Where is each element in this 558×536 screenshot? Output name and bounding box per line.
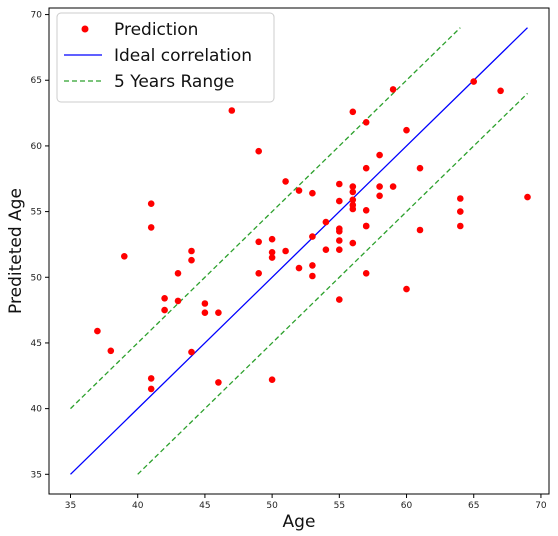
legend-prediction-marker (81, 25, 89, 33)
range-line-2 (70, 27, 461, 410)
prediction-point (403, 285, 410, 293)
prediction-point (470, 78, 478, 85)
prediction-point (121, 252, 128, 260)
prediction-point (147, 224, 155, 231)
prediction-point (161, 306, 168, 314)
prediction-point (376, 151, 383, 159)
x-tick-label: 70 (535, 501, 547, 511)
x-axis-title: Age (283, 512, 316, 532)
prediction-point (457, 208, 464, 215)
ideal-correlation-line (70, 27, 528, 475)
prediction-point (336, 246, 343, 253)
x-tick-label: 40 (132, 501, 144, 511)
prediction-point (309, 262, 316, 269)
prediction-point (376, 192, 383, 200)
prediction-point (268, 235, 276, 243)
prediction-point (107, 347, 115, 355)
prediction-point (147, 385, 155, 393)
prediction-point (416, 164, 424, 172)
prediction-point (174, 270, 182, 277)
prediction-point (336, 237, 343, 244)
prediction-point (349, 183, 357, 190)
y-tick-label: 35 (31, 470, 42, 480)
prediction-point (188, 247, 195, 255)
prediction-point (362, 164, 370, 172)
prediction-point (376, 183, 383, 190)
legend: Prediction Ideal correlation 5 Years Ran… (56, 12, 275, 103)
prediction-point (336, 180, 343, 188)
legend-range-label: 5 Years Range (114, 72, 234, 92)
y-tick-label: 60 (31, 142, 43, 152)
prediction-point (336, 296, 343, 303)
prediction-point (389, 86, 397, 93)
reference-lines-layer (70, 27, 528, 475)
prediction-point (309, 272, 316, 280)
prediction-point (161, 295, 168, 302)
prediction-point (255, 270, 262, 277)
prediction-point (349, 188, 357, 196)
prediction-point (336, 197, 343, 205)
prediction-point (362, 222, 370, 230)
prediction-point (322, 218, 330, 226)
y-tick-label: 65 (31, 76, 42, 86)
prediction-point (147, 375, 155, 382)
axis-ticks-layer: 35 40 45 50 55 60 65 70 35 40 45 50 55 60 65 70 (31, 11, 547, 511)
x-tick-label: 45 (199, 501, 210, 511)
prediction-point (215, 379, 222, 386)
prediction-point (309, 233, 316, 240)
y-tick-label: 50 (31, 273, 43, 283)
x-tick-label: 55 (334, 501, 345, 511)
prediction-point (389, 183, 397, 190)
prediction-point (201, 309, 209, 317)
prediction-points-layer (94, 78, 531, 393)
prediction-point (416, 226, 424, 234)
y-axis-title: Prediteted Age (6, 188, 26, 314)
y-tick-label: 45 (31, 339, 42, 349)
prediction-point (188, 256, 195, 264)
prediction-point (349, 108, 357, 116)
prediction-point (174, 297, 182, 305)
legend-prediction-label: Prediction (114, 20, 198, 40)
prediction-point (295, 187, 303, 194)
x-tick-label: 35 (65, 501, 76, 511)
prediction-point (268, 376, 276, 384)
y-tick-label: 40 (31, 405, 43, 415)
prediction-point (201, 300, 209, 307)
prediction-point (362, 119, 370, 126)
y-tick-label: 70 (31, 11, 43, 21)
prediction-point (268, 254, 276, 261)
x-tick-label: 60 (401, 501, 413, 511)
prediction-point (336, 228, 343, 235)
prediction-point (94, 327, 101, 335)
legend-ideal-label: Ideal correlation (114, 46, 252, 66)
prediction-point (362, 270, 370, 277)
prediction-point (309, 189, 316, 197)
x-tick-label: 50 (266, 501, 278, 511)
prediction-point (255, 238, 262, 246)
prediction-point (362, 207, 370, 214)
legend-box (56, 12, 275, 103)
prediction-point (349, 239, 357, 247)
prediction-point (282, 178, 289, 185)
prediction-point (295, 264, 303, 272)
prediction-point (457, 222, 464, 230)
prediction-point (147, 200, 155, 207)
prediction-point (524, 193, 531, 201)
prediction-point (255, 147, 262, 155)
prediction-point (282, 247, 289, 255)
prediction-point (403, 126, 410, 134)
prediction-point (497, 87, 504, 95)
prediction-point (215, 309, 222, 317)
y-tick-label: 55 (31, 208, 42, 218)
x-tick-label: 65 (468, 501, 479, 511)
prediction-point (188, 348, 195, 356)
prediction-point (228, 107, 236, 114)
range-line-3 (137, 92, 528, 475)
prediction-point (349, 196, 357, 204)
prediction-point (457, 195, 464, 202)
prediction-point (268, 249, 276, 256)
prediction-point (322, 246, 330, 253)
prediction-point (349, 205, 357, 213)
